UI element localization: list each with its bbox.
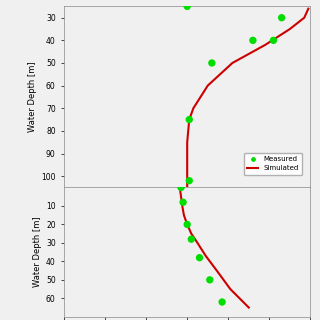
Point — [207, 277, 212, 283]
Point — [185, 4, 190, 9]
Point — [220, 300, 225, 305]
Text: Salinity [PSU]: Salinity [PSU] — [154, 211, 220, 221]
Y-axis label: Water Depth [m]: Water Depth [m] — [28, 62, 37, 132]
Point — [197, 255, 202, 260]
Point — [209, 60, 214, 66]
Point — [185, 222, 190, 227]
Point — [180, 200, 186, 205]
Point — [179, 185, 184, 190]
Point — [250, 38, 255, 43]
Point — [187, 117, 192, 122]
Point — [271, 38, 276, 43]
Point — [187, 178, 192, 183]
Point — [189, 237, 194, 242]
Legend: Measured, Simulated: Measured, Simulated — [244, 153, 302, 175]
Y-axis label: Water Depth [m]: Water Depth [m] — [33, 217, 42, 287]
Text: P3: P3 — [181, 198, 193, 208]
Point — [279, 15, 284, 20]
